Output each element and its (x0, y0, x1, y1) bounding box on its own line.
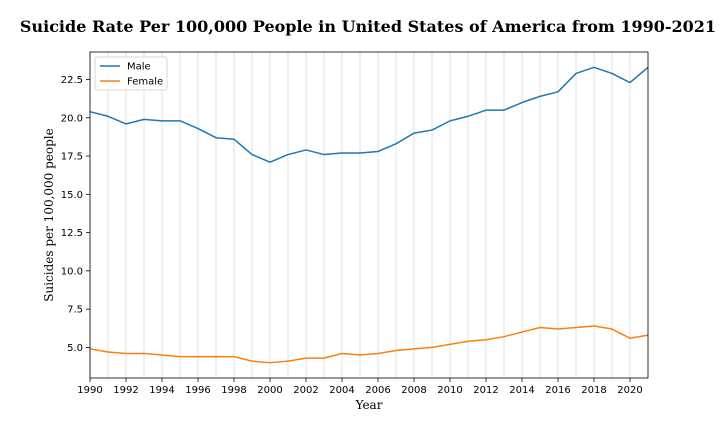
x-tick-label: 2020 (617, 385, 642, 396)
legend: Male Female (94, 56, 168, 91)
y-tick-label: 22.5 (61, 75, 83, 86)
series-line-male (89, 66, 649, 163)
x-tick-label: 2008 (401, 385, 426, 396)
grid-lines (89, 52, 649, 378)
x-tick-label: 1992 (113, 385, 138, 396)
plot-frame (89, 51, 649, 379)
x-tick-label: 1998 (221, 385, 246, 396)
x-tick-label: 2018 (581, 385, 606, 396)
x-tick-label: 1996 (185, 385, 210, 396)
x-tick-label: 2004 (329, 385, 354, 396)
x-tick-label: 2012 (473, 385, 498, 396)
x-tick-label: 2006 (365, 385, 390, 396)
x-axis-label: Year (355, 398, 383, 412)
series-line-female (89, 325, 649, 364)
y-tick-label: 20.0 (61, 113, 83, 124)
x-axis-ticks: 1990 1992 1994 1996 1998 2000 2002 2004 2006 2008… (77, 378, 643, 396)
y-axis-ticks: 5.0 7.5 10.0 12.5 15.0 17.5 20.0 22.5 (61, 75, 90, 354)
y-tick-label: 7.5 (67, 305, 83, 316)
y-tick-label: 12.5 (61, 228, 83, 239)
y-tick-label: 10.0 (61, 266, 83, 277)
x-tick-label: 2014 (509, 385, 534, 396)
x-tick-label: 2010 (437, 385, 462, 396)
legend-label-female: Female (127, 77, 163, 88)
legend-label-male: Male (127, 62, 151, 73)
chart-title: Suicide Rate Per 100,000 People in Unite… (20, 17, 716, 36)
x-tick-label: 2000 (257, 385, 282, 396)
y-tick-label: 15.0 (61, 190, 83, 201)
y-tick-label: 17.5 (61, 152, 83, 163)
x-tick-label: 2016 (545, 385, 570, 396)
series-lines (89, 66, 649, 364)
x-tick-label: 2002 (293, 385, 318, 396)
x-tick-label: 1994 (149, 385, 174, 396)
y-tick-label: 5.0 (67, 343, 83, 354)
y-axis-label: Suicides per 100,000 people (42, 128, 56, 302)
x-tick-label: 1990 (77, 385, 102, 396)
